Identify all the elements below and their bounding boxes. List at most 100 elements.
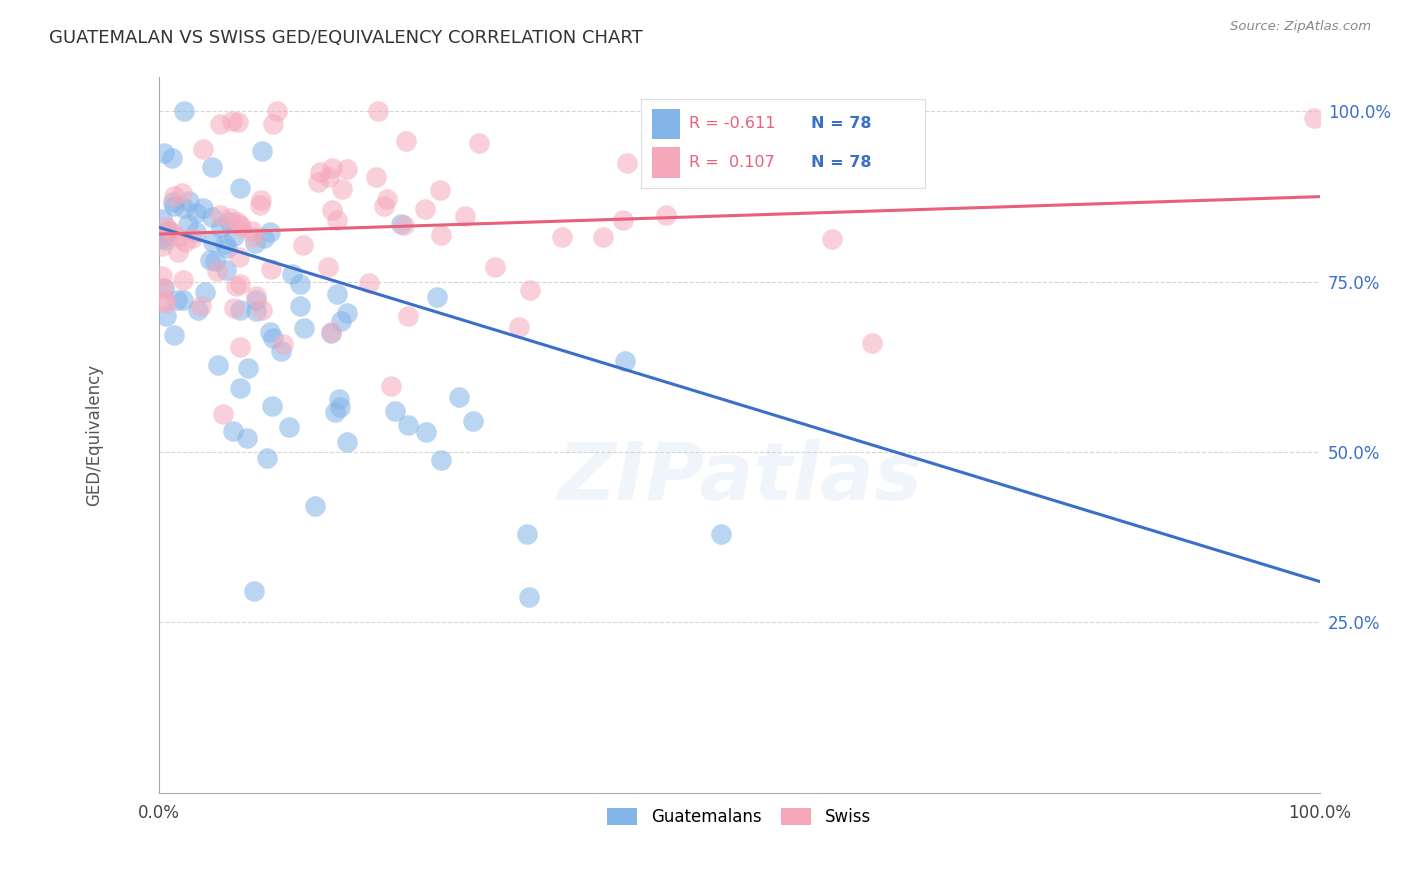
Point bbox=[180, 231, 202, 245]
Point bbox=[336, 162, 359, 177]
Point bbox=[262, 117, 284, 131]
Point bbox=[240, 224, 263, 238]
Point bbox=[215, 241, 238, 255]
Point bbox=[229, 277, 252, 292]
Point bbox=[307, 175, 329, 189]
Point bbox=[173, 201, 195, 215]
Point bbox=[228, 381, 250, 395]
Point bbox=[389, 218, 412, 232]
Point bbox=[336, 306, 359, 320]
Point bbox=[229, 219, 252, 234]
Point bbox=[394, 218, 416, 232]
Point bbox=[228, 218, 250, 232]
Point bbox=[167, 245, 190, 260]
Point bbox=[367, 104, 389, 119]
Point bbox=[253, 230, 276, 244]
Point bbox=[229, 340, 252, 354]
Point bbox=[201, 235, 224, 249]
Point bbox=[330, 182, 353, 196]
Point bbox=[259, 326, 281, 340]
Point bbox=[396, 309, 419, 323]
Point bbox=[184, 226, 207, 240]
Point bbox=[228, 251, 250, 265]
Point bbox=[226, 115, 249, 129]
Point bbox=[155, 309, 177, 323]
Point bbox=[173, 104, 195, 119]
Point bbox=[191, 201, 214, 215]
Point bbox=[260, 399, 283, 413]
Point bbox=[329, 401, 352, 415]
Point bbox=[224, 228, 246, 243]
Point bbox=[186, 206, 208, 220]
Point bbox=[205, 264, 228, 278]
Point bbox=[467, 136, 489, 151]
Point bbox=[221, 114, 243, 128]
Point bbox=[304, 499, 326, 513]
Point bbox=[860, 335, 883, 350]
Point bbox=[219, 211, 242, 225]
Point bbox=[211, 408, 233, 422]
Point bbox=[229, 181, 252, 195]
Point bbox=[157, 223, 180, 237]
Point bbox=[256, 450, 278, 465]
Point bbox=[290, 299, 312, 313]
Point bbox=[321, 161, 343, 175]
Point bbox=[262, 331, 284, 345]
Point bbox=[160, 226, 183, 240]
Point bbox=[336, 435, 359, 450]
Point bbox=[153, 293, 176, 307]
Point bbox=[250, 144, 273, 158]
Point bbox=[214, 236, 236, 251]
Point bbox=[200, 210, 222, 224]
Point bbox=[271, 337, 294, 351]
Point bbox=[266, 104, 288, 119]
Point bbox=[172, 186, 194, 201]
Point bbox=[484, 260, 506, 274]
Point bbox=[318, 170, 340, 185]
Point bbox=[225, 278, 247, 293]
Point bbox=[290, 277, 312, 291]
Point bbox=[517, 591, 540, 605]
Point bbox=[330, 314, 353, 328]
Point bbox=[259, 225, 281, 239]
Point bbox=[153, 281, 176, 295]
Text: GUATEMALAN VS SWISS GED/EQUIVALENCY CORRELATION CHART: GUATEMALAN VS SWISS GED/EQUIVALENCY CORR… bbox=[49, 29, 643, 46]
Point bbox=[429, 183, 451, 197]
Text: ZIPatlas: ZIPatlas bbox=[557, 439, 922, 517]
Point bbox=[166, 293, 188, 308]
Point bbox=[821, 232, 844, 246]
Point bbox=[551, 230, 574, 244]
Point bbox=[384, 404, 406, 418]
Point bbox=[236, 361, 259, 376]
Point bbox=[260, 262, 283, 277]
Point bbox=[226, 215, 249, 229]
Point bbox=[160, 151, 183, 165]
Point bbox=[614, 354, 637, 368]
Point bbox=[616, 156, 638, 170]
Point bbox=[359, 277, 381, 291]
Point bbox=[242, 230, 264, 244]
Point bbox=[245, 293, 267, 307]
Point bbox=[373, 199, 395, 213]
Point bbox=[454, 210, 477, 224]
Point bbox=[326, 286, 349, 301]
Point bbox=[209, 208, 232, 222]
Point bbox=[316, 260, 339, 274]
Point bbox=[508, 319, 530, 334]
Legend: Guatemalans, Swiss: Guatemalans, Swiss bbox=[599, 799, 879, 834]
Point bbox=[172, 273, 194, 287]
Point bbox=[222, 425, 245, 439]
Point bbox=[152, 280, 174, 294]
Point bbox=[449, 390, 471, 404]
Point bbox=[319, 326, 342, 340]
Point bbox=[172, 293, 194, 307]
Point bbox=[396, 418, 419, 433]
Point bbox=[194, 285, 217, 299]
Point bbox=[321, 203, 343, 218]
Point bbox=[229, 302, 252, 317]
Point bbox=[166, 230, 188, 244]
Point bbox=[430, 228, 453, 243]
Point bbox=[150, 231, 173, 245]
Point bbox=[191, 142, 214, 156]
Point bbox=[187, 302, 209, 317]
